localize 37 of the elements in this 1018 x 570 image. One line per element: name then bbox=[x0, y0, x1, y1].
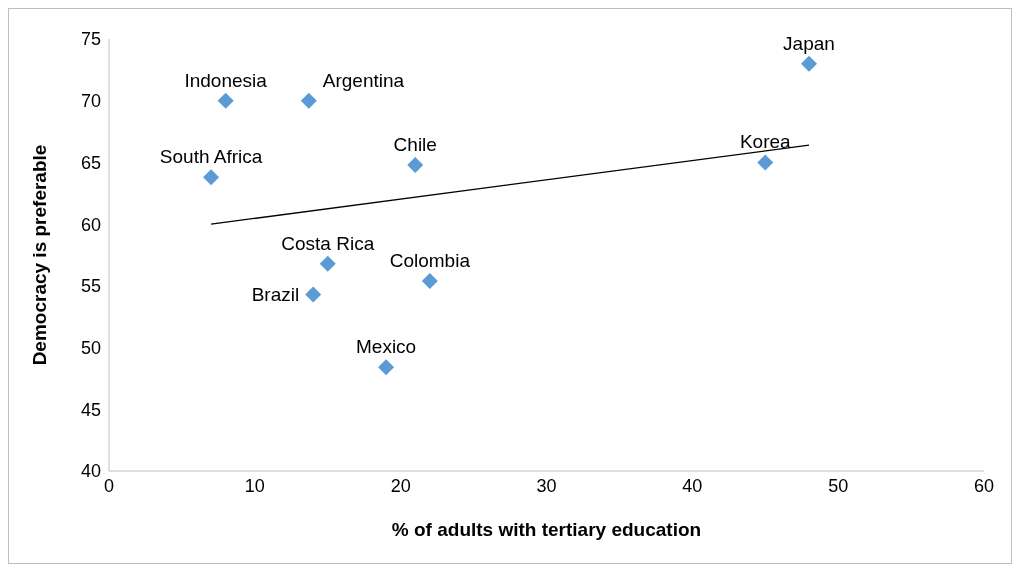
point bbox=[305, 286, 322, 303]
point bbox=[300, 92, 317, 109]
x-tick-label: 10 bbox=[244, 475, 265, 496]
annotation: Japan bbox=[783, 32, 835, 54]
point bbox=[217, 92, 234, 109]
annotation: Korea bbox=[739, 131, 792, 153]
y-tick-label: 70 bbox=[80, 91, 101, 112]
y-tick-label: 45 bbox=[80, 399, 101, 420]
x-tick-label: 40 bbox=[682, 475, 703, 496]
point bbox=[203, 169, 220, 186]
annotation: Chile bbox=[393, 133, 437, 155]
annotation: Indonesia bbox=[184, 69, 268, 91]
x-tick-label: 30 bbox=[536, 475, 557, 496]
y-tick-label: 75 bbox=[80, 29, 101, 50]
point bbox=[319, 255, 336, 272]
annotation: Costa Rica bbox=[281, 232, 375, 254]
y-tick-label: 65 bbox=[80, 152, 101, 173]
x-tick-label: 0 bbox=[103, 475, 115, 496]
point bbox=[801, 55, 817, 72]
annotation: South Africa bbox=[159, 146, 263, 168]
x-tick-label: 60 bbox=[973, 475, 995, 496]
point bbox=[757, 154, 774, 171]
point bbox=[378, 359, 395, 376]
y-axis-title: Democracy is preferable bbox=[28, 144, 50, 366]
annotation: Argentina bbox=[322, 69, 405, 91]
y-tick-label: 50 bbox=[80, 337, 101, 358]
x-axis-title: % of adults with tertiary education bbox=[391, 519, 702, 540]
annotation: Mexico bbox=[355, 336, 417, 358]
y-tick-label: 55 bbox=[80, 276, 101, 297]
x-tick-label: 20 bbox=[390, 475, 411, 496]
point bbox=[407, 156, 424, 173]
point bbox=[421, 272, 438, 289]
annotation: Brazil bbox=[251, 284, 300, 306]
x-tick-label: 50 bbox=[828, 475, 849, 496]
y-tick-label: 60 bbox=[80, 214, 101, 235]
y-tick-label: 40 bbox=[80, 461, 101, 482]
annotation: Colombia bbox=[389, 249, 471, 271]
